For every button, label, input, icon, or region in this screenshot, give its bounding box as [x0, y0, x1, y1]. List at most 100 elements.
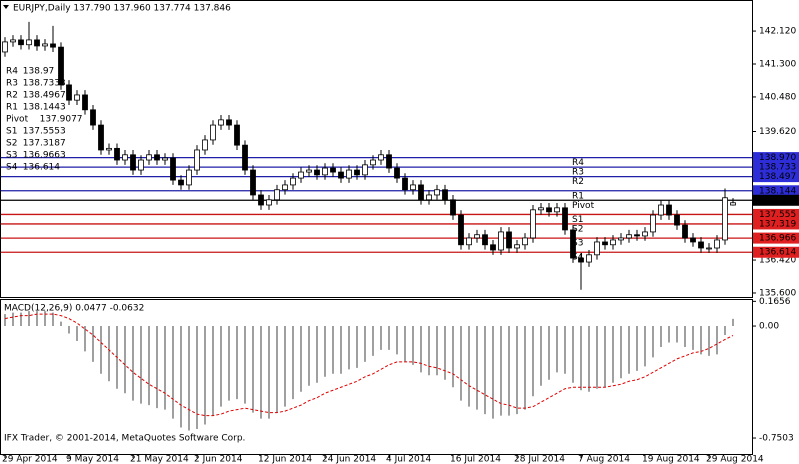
candle-body — [594, 241, 600, 256]
y-tick-label: 139.620 — [759, 127, 796, 137]
pivot-chart-label: R1 — [572, 191, 584, 201]
candle-body — [42, 43, 48, 47]
candle-body — [714, 239, 720, 249]
candle-body — [482, 234, 488, 246]
candle-body — [338, 171, 344, 179]
pivot-list-name: R2 — [6, 91, 18, 101]
pivot-list-value: 138.4967 — [23, 91, 66, 101]
candle-body — [26, 39, 32, 46]
x-tick-label: 24 Jun 2014 — [322, 455, 376, 464]
y-tick-label: 0.1656 — [759, 297, 791, 307]
candle-body — [2, 41, 8, 53]
candle-body — [538, 207, 544, 211]
candle-body — [554, 207, 560, 213]
candle-body — [450, 199, 456, 216]
candle-body — [562, 207, 568, 231]
x-tick-label: 16 Jul 2014 — [450, 455, 501, 464]
candle-body — [66, 84, 72, 101]
y-tick-label: 136.420 — [759, 256, 796, 266]
candle-body — [442, 189, 448, 201]
x-tick-label: 28 Jul 2014 — [514, 455, 565, 464]
pivot-list-name: R1 — [6, 103, 18, 113]
candle-body — [370, 159, 376, 166]
candle-body — [530, 209, 536, 239]
candle-body — [74, 94, 80, 101]
candle-body — [210, 124, 216, 141]
candle-body — [138, 159, 144, 171]
candle-body — [730, 202, 736, 206]
candle-body — [306, 169, 312, 173]
pivot-list-value: 138.1443 — [23, 103, 66, 113]
pivot-chart-label: S4 — [572, 253, 584, 263]
candle-body — [258, 194, 264, 206]
candle-body — [402, 177, 408, 191]
x-tick-label: 9 May 2014 — [66, 455, 119, 464]
candle-body — [706, 247, 712, 250]
candle-body — [322, 167, 328, 176]
candle-body — [674, 214, 680, 226]
candle-body — [490, 244, 496, 251]
y-tick-label: 142.120 — [759, 27, 796, 37]
candle-body — [162, 157, 168, 161]
pivot-list-value: 137.5553 — [23, 127, 66, 137]
y-tick-label: 141.300 — [759, 60, 796, 70]
pivot-list-value: 136.9663 — [23, 151, 66, 161]
candle-body — [266, 199, 272, 206]
candle-body — [346, 169, 352, 179]
candle-body — [546, 207, 552, 213]
pivot-axis-box — [753, 152, 799, 164]
pivot-axis-box — [753, 161, 799, 173]
candle-body — [610, 239, 616, 246]
pivot-axis-label: 138.970 — [759, 153, 796, 163]
candle-body — [186, 169, 192, 186]
footer: IFX Trader, © 2001-2014, MetaQuotes Soft… — [4, 434, 245, 444]
candle-body — [602, 241, 608, 246]
candle-body — [234, 124, 240, 146]
x-tick-label: 2 Jun 2014 — [194, 455, 243, 464]
pivot-list-name: Pivot — [6, 115, 29, 125]
pivot-axis-box — [753, 208, 799, 220]
candle-body — [50, 43, 56, 48]
pivot-axis-label: 137.908 — [759, 196, 796, 206]
x-tick-label: 4 Jul 2014 — [386, 455, 431, 464]
macd-title: MACD(12,26,9) 0.0477 -0.0632 — [4, 304, 144, 314]
candle-body — [10, 39, 16, 43]
candle-body — [378, 154, 384, 161]
candle-body — [218, 119, 224, 126]
pivot-chart-label: R2 — [572, 177, 584, 187]
main-pane — [0, 0, 753, 298]
pivot-axis-label: 137.319 — [759, 219, 796, 229]
candle-body — [626, 234, 632, 239]
candle-body — [658, 204, 664, 216]
candle-body — [466, 237, 472, 246]
pivot-axis-label: 136.614 — [759, 248, 796, 258]
y-tick-label: 0.00 — [759, 322, 779, 332]
candle-body — [226, 119, 232, 126]
pivot-list-value: 137.3187 — [23, 139, 66, 149]
chart-header: EURJPY,Daily 137.790 137.960 137.774 137… — [13, 4, 231, 14]
candle-body — [314, 169, 320, 176]
candle-body — [434, 189, 440, 196]
candle-body — [122, 154, 128, 161]
candle-body — [410, 184, 416, 191]
pivot-list-name: S1 — [6, 127, 17, 137]
pivot-list-value: 138.7333 — [23, 79, 66, 89]
candle-body — [682, 224, 688, 239]
candle-body — [642, 231, 648, 237]
candle-body — [698, 241, 704, 249]
candle-body — [194, 149, 200, 171]
menu-triangle[interactable] — [3, 5, 9, 9]
pivot-axis-box — [753, 232, 799, 244]
candle-body — [146, 154, 152, 161]
pivot-chart-label: Pivot — [572, 201, 595, 211]
candle-body — [202, 139, 208, 151]
candle-body — [34, 39, 40, 47]
pivot-axis-box — [753, 194, 799, 206]
candle-body — [18, 39, 24, 46]
candle-body — [178, 179, 184, 186]
candle-body — [250, 169, 256, 196]
x-tick-label: 12 Jun 2014 — [258, 455, 312, 464]
pivot-list-name: S2 — [6, 139, 17, 149]
pivot-chart-label: S3 — [572, 239, 583, 249]
candle-body — [154, 154, 160, 161]
